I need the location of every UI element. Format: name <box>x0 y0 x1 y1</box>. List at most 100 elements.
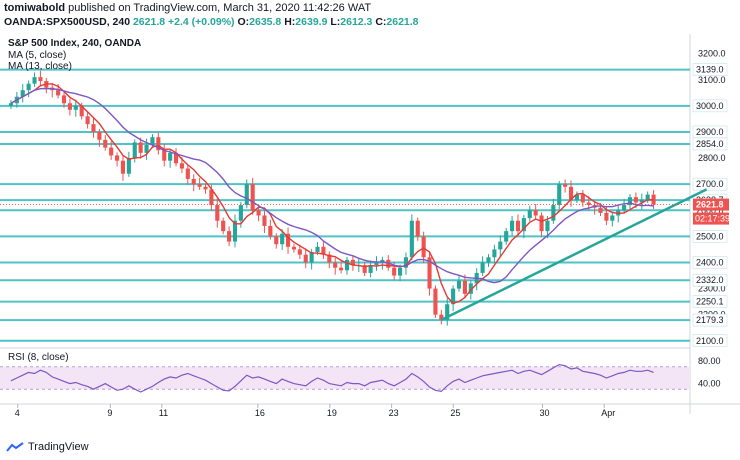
rsi-tick-label: 80.00 <box>698 356 721 366</box>
candle-body <box>421 236 426 258</box>
candle-body <box>451 288 456 305</box>
candle-body <box>168 152 173 161</box>
candle-body <box>557 184 562 206</box>
candle-body <box>291 246 297 250</box>
candle-body <box>126 158 131 174</box>
tradingview-logo-icon <box>6 442 24 452</box>
candle-body <box>527 210 532 219</box>
candle-body <box>97 131 102 140</box>
candle-body <box>309 252 314 263</box>
chart-header: tomiwabold published on TradingView.com,… <box>0 0 740 34</box>
candle-body <box>162 150 167 161</box>
candle-body <box>185 168 190 179</box>
candle-body <box>445 304 450 320</box>
ma13-line <box>10 87 654 284</box>
candle-body <box>262 215 267 226</box>
x-tick-label: 23 <box>389 408 399 418</box>
candle-body <box>498 241 503 250</box>
candle-body <box>250 184 255 211</box>
level-tag <box>692 295 728 308</box>
level-tag <box>692 177 728 191</box>
candle-body <box>285 233 291 247</box>
level-tag <box>692 313 728 327</box>
level-tag <box>692 63 728 76</box>
ma5-legend[interactable]: MA (5, close) <box>8 50 67 61</box>
low-value: 2612.3 <box>340 16 373 28</box>
candle-body <box>297 249 302 255</box>
candle-body <box>138 142 143 153</box>
x-tick-label: 30 <box>540 408 550 418</box>
brand-name: TradingView <box>28 441 89 453</box>
published-text: published on TradingView.com, March 31, … <box>68 2 372 14</box>
countdown-tag <box>693 212 729 225</box>
high-value: 2639.9 <box>295 16 328 28</box>
candle-body <box>274 236 279 245</box>
candle-body <box>321 246 326 255</box>
candle-body <box>568 186 574 200</box>
candle-body <box>362 265 367 273</box>
ma13-legend[interactable]: MA (13, close) <box>8 61 72 72</box>
candle-body <box>238 205 243 221</box>
tradingview-brand[interactable]: TradingView <box>6 441 89 453</box>
candle-body <box>521 218 526 232</box>
candle-body <box>32 77 37 84</box>
level-tag <box>692 230 728 243</box>
rsi-tick-label: 40.00 <box>698 379 721 389</box>
trendline <box>440 188 708 322</box>
candle-body <box>344 259 350 271</box>
candle-body <box>574 194 579 200</box>
candle-body <box>545 220 550 232</box>
x-tick-label: 16 <box>255 408 265 418</box>
y-tick-label: 3200.0 <box>698 49 726 59</box>
candle-body <box>232 220 238 242</box>
open-label: O: <box>237 16 250 28</box>
y-tick-label: 2300.0 <box>698 284 726 294</box>
candle-body <box>61 95 67 104</box>
level-label: 2332.0 <box>696 275 724 285</box>
candle-body <box>256 210 261 216</box>
x-tick-label: 9 <box>107 408 112 418</box>
candle-body <box>179 163 184 169</box>
candle-body <box>38 77 43 82</box>
candle-body <box>173 152 179 164</box>
price-chart[interactable]: 2100.02200.02300.02400.02500.02600.02700… <box>0 34 740 440</box>
candle-body <box>403 257 409 268</box>
rsi-legend[interactable]: RSI (8, close) <box>8 352 69 363</box>
candle-body <box>468 283 473 294</box>
candle-body <box>85 116 90 125</box>
candle-body <box>227 231 232 242</box>
y-tick-label: 2800.0 <box>698 153 726 163</box>
high-label: H: <box>284 16 296 28</box>
low-label: L: <box>330 16 341 28</box>
level-label: 3000.0 <box>696 101 724 111</box>
level-tag <box>692 137 728 151</box>
candle-body <box>456 280 462 289</box>
candle-body <box>604 212 609 221</box>
candle-body <box>580 194 585 203</box>
open-value: 2635.8 <box>249 16 282 28</box>
candle-body <box>315 246 320 253</box>
level-tag <box>692 99 728 113</box>
x-tick-label: 19 <box>327 408 337 418</box>
candle-body <box>392 267 397 276</box>
candle-body <box>73 105 78 110</box>
candle-body <box>539 215 544 232</box>
candle-body <box>26 83 31 91</box>
close-label: C: <box>375 16 387 28</box>
candle-body <box>415 220 420 237</box>
candle-body <box>350 259 355 266</box>
close-value: 2621.8 <box>386 16 419 28</box>
candle-body <box>20 90 25 97</box>
publish-line: tomiwabold published on TradingView.com,… <box>4 2 371 14</box>
countdown-label: 02:17:39 <box>695 214 730 224</box>
candle-body <box>645 194 650 200</box>
price-change: +2.4 (+0.09%) <box>168 16 235 28</box>
candle-body <box>67 103 72 110</box>
y-tick-label: 3100.0 <box>698 75 726 85</box>
candle-body <box>627 197 633 206</box>
candle-body <box>439 314 444 320</box>
candle-body <box>610 215 615 221</box>
candle-body <box>91 124 96 132</box>
rsi-line <box>10 363 654 393</box>
author-name[interactable]: tomiwabold <box>4 2 66 14</box>
